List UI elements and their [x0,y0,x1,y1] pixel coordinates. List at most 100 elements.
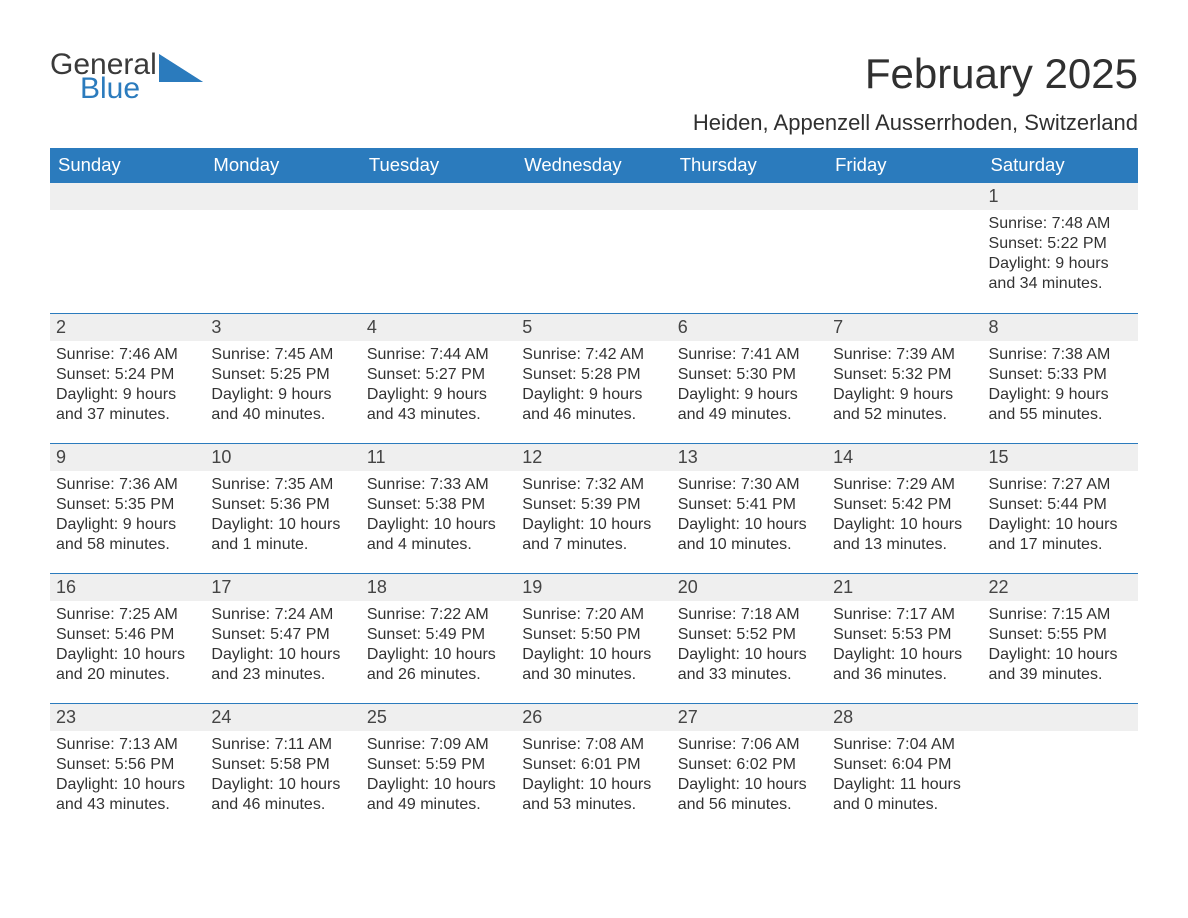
week-row: 1Sunrise: 7:48 AMSunset: 5:22 PMDaylight… [50,183,1138,313]
day-details: Sunrise: 7:45 AMSunset: 5:25 PMDaylight:… [205,341,360,440]
day-number [983,704,1138,731]
weekday-header: Thursday [672,148,827,183]
day-details: Sunrise: 7:48 AMSunset: 5:22 PMDaylight:… [983,210,1138,309]
day-number: 1 [983,183,1138,210]
day-cell [361,183,516,313]
weeks-container: 1Sunrise: 7:48 AMSunset: 5:22 PMDaylight… [50,183,1138,833]
day-cell [205,183,360,313]
daylight-text: Daylight: 9 hours and 49 minutes. [678,385,821,425]
day-number: 15 [983,444,1138,471]
daylight-text: Daylight: 9 hours and 52 minutes. [833,385,976,425]
day-cell: 16Sunrise: 7:25 AMSunset: 5:46 PMDayligh… [50,574,205,703]
sunset-text: Sunset: 5:53 PM [833,625,976,645]
location-subtitle: Heiden, Appenzell Ausserrhoden, Switzerl… [693,110,1138,136]
day-cell: 3Sunrise: 7:45 AMSunset: 5:25 PMDaylight… [205,314,360,443]
sunset-text: Sunset: 5:27 PM [367,365,510,385]
sunrise-text: Sunrise: 7:20 AM [522,605,665,625]
day-cell: 24Sunrise: 7:11 AMSunset: 5:58 PMDayligh… [205,704,360,833]
daylight-text: Daylight: 10 hours and 10 minutes. [678,515,821,555]
daylight-text: Daylight: 11 hours and 0 minutes. [833,775,976,815]
day-details: Sunrise: 7:13 AMSunset: 5:56 PMDaylight:… [50,731,205,830]
day-cell: 10Sunrise: 7:35 AMSunset: 5:36 PMDayligh… [205,444,360,573]
sunset-text: Sunset: 5:50 PM [522,625,665,645]
day-details: Sunrise: 7:04 AMSunset: 6:04 PMDaylight:… [827,731,982,830]
day-details: Sunrise: 7:33 AMSunset: 5:38 PMDaylight:… [361,471,516,570]
day-number: 14 [827,444,982,471]
week-row: 9Sunrise: 7:36 AMSunset: 5:35 PMDaylight… [50,443,1138,573]
day-number: 16 [50,574,205,601]
day-cell: 13Sunrise: 7:30 AMSunset: 5:41 PMDayligh… [672,444,827,573]
day-details: Sunrise: 7:46 AMSunset: 5:24 PMDaylight:… [50,341,205,440]
day-cell: 20Sunrise: 7:18 AMSunset: 5:52 PMDayligh… [672,574,827,703]
day-cell: 18Sunrise: 7:22 AMSunset: 5:49 PMDayligh… [361,574,516,703]
day-number: 26 [516,704,671,731]
sunset-text: Sunset: 5:52 PM [678,625,821,645]
sunset-text: Sunset: 5:58 PM [211,755,354,775]
daylight-text: Daylight: 10 hours and 7 minutes. [522,515,665,555]
day-number: 27 [672,704,827,731]
daylight-text: Daylight: 10 hours and 56 minutes. [678,775,821,815]
sunset-text: Sunset: 5:32 PM [833,365,976,385]
daylight-text: Daylight: 9 hours and 37 minutes. [56,385,199,425]
day-cell [983,704,1138,833]
day-cell: 23Sunrise: 7:13 AMSunset: 5:56 PMDayligh… [50,704,205,833]
day-details [827,210,982,228]
sunrise-text: Sunrise: 7:09 AM [367,735,510,755]
sunset-text: Sunset: 5:56 PM [56,755,199,775]
daylight-text: Daylight: 9 hours and 46 minutes. [522,385,665,425]
day-cell: 22Sunrise: 7:15 AMSunset: 5:55 PMDayligh… [983,574,1138,703]
day-cell [50,183,205,313]
day-cell: 11Sunrise: 7:33 AMSunset: 5:38 PMDayligh… [361,444,516,573]
daylight-text: Daylight: 9 hours and 55 minutes. [989,385,1132,425]
day-details: Sunrise: 7:35 AMSunset: 5:36 PMDaylight:… [205,471,360,570]
day-details [361,210,516,228]
day-number: 21 [827,574,982,601]
weekday-header: Sunday [50,148,205,183]
brand-logo: General Blue [50,50,203,104]
daylight-text: Daylight: 10 hours and 26 minutes. [367,645,510,685]
sunrise-text: Sunrise: 7:33 AM [367,475,510,495]
day-details [672,210,827,228]
daylight-text: Daylight: 10 hours and 4 minutes. [367,515,510,555]
day-number: 13 [672,444,827,471]
sunset-text: Sunset: 6:02 PM [678,755,821,775]
sunrise-text: Sunrise: 7:32 AM [522,475,665,495]
day-cell [672,183,827,313]
daylight-text: Daylight: 10 hours and 23 minutes. [211,645,354,685]
day-cell: 9Sunrise: 7:36 AMSunset: 5:35 PMDaylight… [50,444,205,573]
day-details: Sunrise: 7:20 AMSunset: 5:50 PMDaylight:… [516,601,671,700]
sunset-text: Sunset: 5:41 PM [678,495,821,515]
sunrise-text: Sunrise: 7:36 AM [56,475,199,495]
sunrise-text: Sunrise: 7:25 AM [56,605,199,625]
sunset-text: Sunset: 5:22 PM [989,234,1132,254]
daylight-text: Daylight: 10 hours and 20 minutes. [56,645,199,685]
daylight-text: Daylight: 10 hours and 53 minutes. [522,775,665,815]
day-details [205,210,360,228]
weekday-header: Wednesday [516,148,671,183]
daylight-text: Daylight: 9 hours and 40 minutes. [211,385,354,425]
weekday-header: Friday [827,148,982,183]
day-cell: 17Sunrise: 7:24 AMSunset: 5:47 PMDayligh… [205,574,360,703]
day-details [983,731,1138,749]
sunrise-text: Sunrise: 7:42 AM [522,345,665,365]
day-details: Sunrise: 7:44 AMSunset: 5:27 PMDaylight:… [361,341,516,440]
day-details: Sunrise: 7:18 AMSunset: 5:52 PMDaylight:… [672,601,827,700]
day-cell: 21Sunrise: 7:17 AMSunset: 5:53 PMDayligh… [827,574,982,703]
weekday-header: Monday [205,148,360,183]
daylight-text: Daylight: 9 hours and 43 minutes. [367,385,510,425]
day-number: 11 [361,444,516,471]
day-details: Sunrise: 7:17 AMSunset: 5:53 PMDaylight:… [827,601,982,700]
day-number [516,183,671,210]
weekday-header-row: SundayMondayTuesdayWednesdayThursdayFrid… [50,148,1138,183]
day-cell [827,183,982,313]
day-cell: 28Sunrise: 7:04 AMSunset: 6:04 PMDayligh… [827,704,982,833]
sunrise-text: Sunrise: 7:48 AM [989,214,1132,234]
sunset-text: Sunset: 5:38 PM [367,495,510,515]
daylight-text: Daylight: 10 hours and 39 minutes. [989,645,1132,685]
day-number: 25 [361,704,516,731]
day-details: Sunrise: 7:11 AMSunset: 5:58 PMDaylight:… [205,731,360,830]
day-details: Sunrise: 7:15 AMSunset: 5:55 PMDaylight:… [983,601,1138,700]
day-cell: 1Sunrise: 7:48 AMSunset: 5:22 PMDaylight… [983,183,1138,313]
day-number [672,183,827,210]
sunrise-text: Sunrise: 7:18 AM [678,605,821,625]
